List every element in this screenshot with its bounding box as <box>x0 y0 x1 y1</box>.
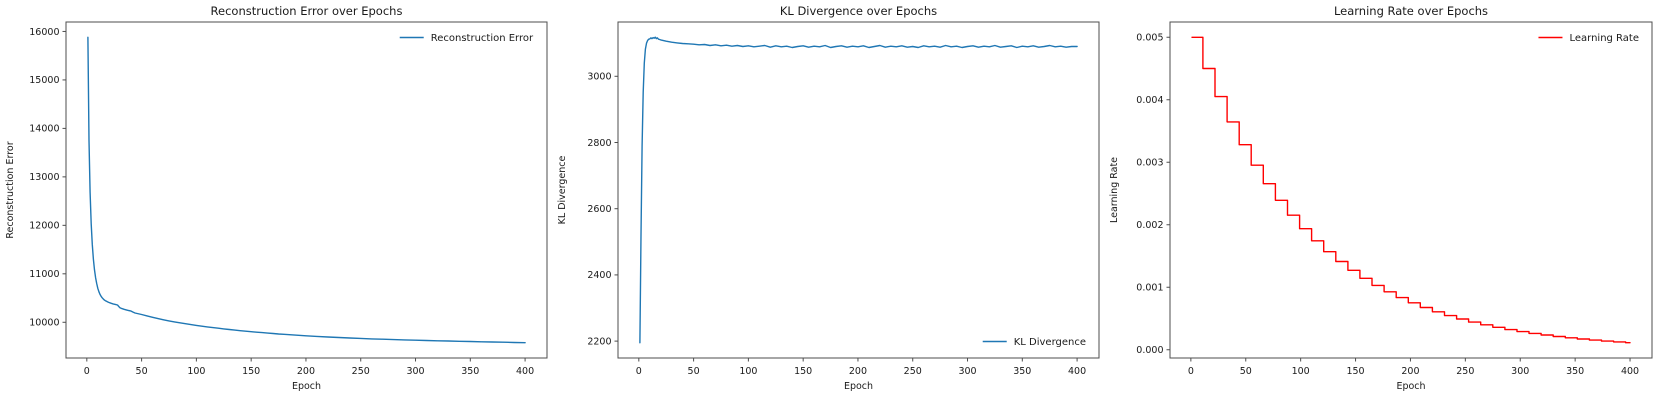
y-axis: 10000 11000 12000 13000 14000 15000 16000 <box>29 27 66 329</box>
chart-panel-reconstruction-error: 0 50 100 150 200 250 300 350 400 10000 11000 12000 1… <box>0 0 552 403</box>
x-tick-label: 350 <box>1013 366 1031 377</box>
y-tick-label: 14000 <box>29 124 59 135</box>
y-tick-label: 2800 <box>587 138 611 149</box>
chart-reconstruction-error: 0 50 100 150 200 250 300 350 4001000011000120001… <box>5 4 548 392</box>
y-axis-label: Learning Rate <box>1109 157 1120 223</box>
x-tick-label: 250 <box>1456 366 1474 377</box>
x-tick-label: 350 <box>1566 366 1584 377</box>
y-axis-label: KL Divergence <box>557 156 568 225</box>
y-tick-label: 0.003 <box>1136 158 1163 169</box>
y-tick-label: 3000 <box>587 72 611 83</box>
y-axis: 2200 2400 2600 2800 3000 <box>587 72 618 347</box>
x-tick-label: 100 <box>187 366 205 377</box>
chart-kl-divergence: 0 50 100 150 200 250 300 350 400 2200 2400 2600 2800… <box>557 4 1100 392</box>
x-tick-label: 0 <box>1188 366 1194 377</box>
x-tick-label: 50 <box>1240 366 1252 377</box>
y-tick-label: 15000 <box>29 75 59 86</box>
y-tick-label: 0.002 <box>1136 220 1163 231</box>
chart-panel-kl-divergence: 0 50 100 150 200 250 300 350 400 2200 2400 2600 2800… <box>552 0 1104 403</box>
y-tick-label: 10000 <box>29 318 59 329</box>
x-tick-label: 350 <box>461 366 479 377</box>
learning-rate-line <box>1191 36 1631 344</box>
plot-border <box>617 21 1100 359</box>
y-tick-label: 2200 <box>587 336 611 347</box>
y-tick-label: 2600 <box>587 204 611 215</box>
x-tick-label: 400 <box>516 366 534 377</box>
y-axis-label: Reconstruction Error <box>5 141 16 238</box>
x-tick-label: 100 <box>739 366 757 377</box>
legend-label: KL Divergence <box>1014 337 1086 348</box>
x-tick-label: 300 <box>406 366 424 377</box>
x-tick-label: 200 <box>849 366 867 377</box>
y-tick-label: 13000 <box>29 172 59 183</box>
legend: Reconstruction Error <box>399 33 534 44</box>
y-tick-label: 0.001 <box>1136 283 1163 294</box>
kl-divergence-line <box>639 36 1078 344</box>
chart-title: KL Divergence over Epochs <box>780 4 937 18</box>
x-tick-label: 400 <box>1621 366 1639 377</box>
x-tick-label: 0 <box>84 366 90 377</box>
plot-border <box>65 21 548 359</box>
x-tick-label: 100 <box>1292 366 1310 377</box>
x-tick-label: 50 <box>136 366 148 377</box>
x-axis-label: Epoch <box>1396 381 1425 392</box>
x-tick-label: 300 <box>1511 366 1529 377</box>
y-tick-label: 2400 <box>587 270 611 281</box>
chart-learning-rate: 0 50 100 150 200 250 300 350 4000.0000.0010.0020… <box>1109 4 1653 392</box>
y-tick-label: 0.005 <box>1136 33 1163 44</box>
x-tick-label: 50 <box>688 366 700 377</box>
x-axis-label: Epoch <box>844 381 873 392</box>
chart-title: Reconstruction Error over Epochs <box>211 4 403 18</box>
y-tick-label: 0.004 <box>1136 95 1163 106</box>
y-tick-label: 0.000 <box>1136 345 1163 356</box>
x-tick-label: 200 <box>1401 366 1419 377</box>
x-axis: 0 50 100 150 200 250 300 350 400 <box>84 358 534 377</box>
y-tick-label: 16000 <box>29 27 59 38</box>
y-tick-label: 11000 <box>29 269 59 280</box>
x-tick-label: 400 <box>1068 366 1086 377</box>
plot-border <box>1169 21 1653 359</box>
x-tick-label: 150 <box>794 366 812 377</box>
y-tick-label: 12000 <box>29 221 59 232</box>
x-tick-label: 250 <box>352 366 370 377</box>
x-tick-label: 200 <box>297 366 315 377</box>
x-axis-label: Epoch <box>292 381 321 392</box>
reconstruction-error-line <box>87 36 526 344</box>
chart-title: Learning Rate over Epochs <box>1334 4 1488 18</box>
x-tick-label: 250 <box>904 366 922 377</box>
x-axis: 0 50 100 150 200 250 300 350 400 <box>636 358 1086 377</box>
x-tick-label: 300 <box>958 366 976 377</box>
legend: KL Divergence <box>982 337 1086 348</box>
x-tick-label: 0 <box>636 366 642 377</box>
legend-label: Learning Rate <box>1569 33 1639 44</box>
legend-label: Reconstruction Error <box>431 33 534 44</box>
x-tick-label: 150 <box>242 366 260 377</box>
x-tick-label: 150 <box>1346 366 1364 377</box>
chart-panel-learning-rate: 0 50 100 150 200 250 300 350 400 0.000 0.001 0.002 0… <box>1104 0 1657 403</box>
x-axis: 0 50 100 150 200 250 300 350 400 <box>1188 358 1639 377</box>
legend: Learning Rate <box>1538 33 1639 44</box>
y-axis: 0.000 0.001 0.002 0.003 0.004 0.005 <box>1136 33 1170 356</box>
